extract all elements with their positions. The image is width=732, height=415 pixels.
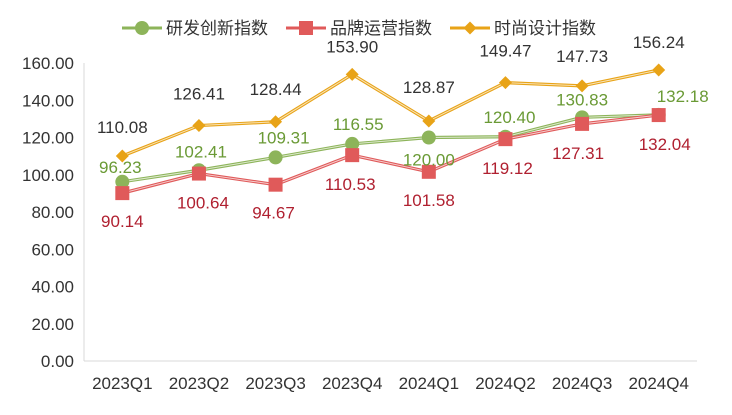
data-label: 116.55	[333, 115, 384, 134]
x-tick-label: 2024Q3	[552, 374, 613, 393]
x-tick-label: 2024Q1	[399, 374, 460, 393]
x-tick-label: 2023Q2	[169, 374, 230, 393]
data-label: 110.53	[325, 175, 376, 194]
data-label: 132.04	[639, 135, 691, 154]
legend: 研发创新指数 品牌运营指数 时尚设计指数	[122, 19, 596, 38]
data-label: 128.44	[250, 80, 302, 99]
data-label: 149.47	[479, 42, 531, 61]
data-point	[115, 186, 130, 201]
data-label: 120.40	[483, 108, 535, 127]
data-label: 109.31	[258, 128, 310, 147]
y-tick-label: 80.00	[31, 203, 74, 222]
data-point	[115, 174, 130, 189]
legend-item: 研发创新指数	[122, 19, 268, 38]
x-tick-label: 2023Q4	[322, 374, 383, 393]
data-point	[575, 79, 589, 93]
y-tick-label: 40.00	[31, 278, 74, 297]
legend-label: 研发创新指数	[166, 19, 268, 38]
series-lines	[115, 63, 666, 201]
data-label: 132.18	[657, 87, 709, 106]
data-label: 119.12	[482, 159, 533, 178]
data-point	[115, 149, 129, 163]
series-1	[115, 108, 666, 201]
axes: 0.00 20.00 40.00 60.00 80.00 100.00 120.00 140.…	[22, 54, 697, 393]
data-label: 120.00	[403, 151, 455, 170]
data-label: 128.87	[403, 78, 455, 97]
data-point	[268, 177, 283, 192]
data-point	[191, 166, 206, 181]
data-labels: 96.23 102.41 109.31 116.55 120.00 120.40 130.8…	[97, 33, 709, 231]
series-line-highlight	[122, 69, 659, 157]
data-point	[192, 119, 206, 133]
y-tick-label: 60.00	[31, 240, 74, 259]
data-label: 147.73	[556, 47, 608, 66]
data-label: 90.14	[101, 212, 144, 231]
y-tick-label: 100.00	[22, 166, 74, 185]
data-label: 94.67	[252, 204, 295, 223]
legend-item: 品牌运营指数	[286, 19, 432, 38]
data-point	[269, 115, 283, 129]
x-tick-label: 2024Q2	[475, 374, 536, 393]
series-line-highlight	[122, 114, 659, 183]
y-tick-label: 0.00	[41, 352, 74, 371]
data-point	[498, 76, 512, 90]
series-2	[115, 63, 666, 163]
legend-item: 时尚设计指数	[450, 19, 596, 38]
data-point	[652, 63, 666, 77]
data-label: 96.23	[99, 158, 142, 177]
data-label: 126.41	[173, 85, 225, 104]
series-line-highlight	[122, 114, 659, 194]
data-label: 110.08	[97, 118, 148, 137]
data-point	[498, 132, 513, 147]
legend-marker	[463, 21, 477, 35]
data-label: 153.90	[326, 37, 378, 56]
x-tick-label: 2024Q4	[628, 374, 689, 393]
data-label: 100.64	[177, 194, 229, 213]
data-point	[421, 130, 436, 145]
data-label: 101.58	[403, 191, 455, 210]
data-point	[651, 108, 666, 123]
y-tick-label: 140.00	[22, 91, 74, 110]
data-label: 130.83	[556, 90, 608, 109]
data-point	[421, 164, 436, 179]
x-tick-label: 2023Q3	[245, 374, 306, 393]
data-label: 127.31	[552, 144, 604, 163]
x-tick-label: 2023Q1	[92, 374, 153, 393]
y-tick-label: 20.00	[31, 315, 74, 334]
legend-label: 品牌运营指数	[330, 19, 432, 38]
legend-marker	[299, 21, 313, 35]
data-point	[345, 148, 360, 163]
data-point	[268, 150, 283, 165]
data-label: 156.24	[633, 33, 685, 52]
data-point	[575, 116, 590, 131]
legend-label: 时尚设计指数	[494, 19, 596, 38]
data-point	[345, 136, 360, 151]
y-tick-label: 160.00	[22, 54, 74, 73]
y-tick-label: 120.00	[22, 129, 74, 148]
data-label: 102.41	[175, 142, 227, 161]
legend-marker	[135, 21, 149, 35]
data-point	[345, 67, 359, 81]
data-point	[422, 114, 436, 128]
